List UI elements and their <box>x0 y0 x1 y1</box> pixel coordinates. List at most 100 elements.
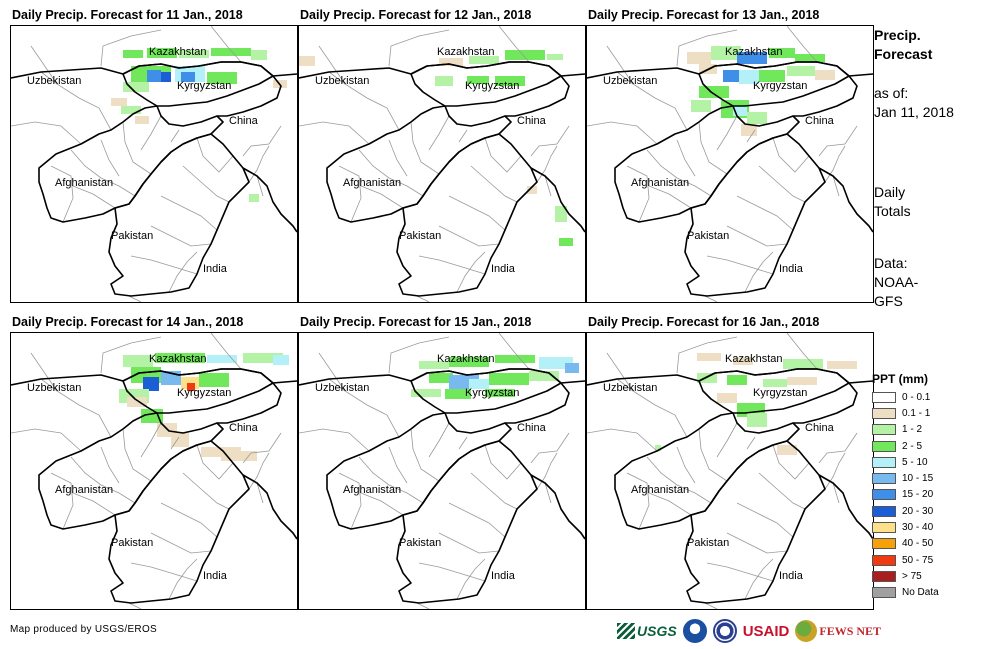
country-label-kazakhstan: Kazakhstan <box>725 46 782 58</box>
sidebar-data-line3: GFS <box>874 293 903 309</box>
admin-boundary-line <box>130 255 198 275</box>
admin-boundary-line <box>676 446 696 484</box>
panel-title: Daily Precip. Forecast for 12 Jan., 2018 <box>300 8 532 22</box>
admin-boundary-line <box>410 121 440 175</box>
precip-cell <box>711 46 741 60</box>
legend-swatch <box>872 424 896 436</box>
admin-boundary-line <box>606 45 688 131</box>
legend-row: No Data <box>872 585 939 601</box>
precip-layer <box>411 355 579 399</box>
admin-boundary-line <box>318 352 400 438</box>
precip-cell <box>485 389 515 397</box>
admin-boundary-line <box>758 165 806 203</box>
admin-boundary-line <box>256 175 264 197</box>
admin-boundary-line <box>299 428 370 452</box>
precip-cell <box>697 373 717 383</box>
admin-boundary-line <box>388 446 408 484</box>
precip-cell <box>111 98 127 106</box>
legend-label: 0.1 - 1 <box>902 407 931 419</box>
admin-boundary-line <box>70 149 136 197</box>
legend-label: 30 - 40 <box>902 522 934 534</box>
precip-cell <box>555 206 567 222</box>
admin-boundary-line <box>448 195 506 231</box>
admin-boundary-line <box>358 149 424 197</box>
country-label-kyrgyzstan: Kyrgyzstan <box>177 80 231 92</box>
admin-boundary-line <box>140 115 162 151</box>
precip-cell <box>559 238 573 246</box>
admin-boundary-line <box>248 452 270 490</box>
precip-cell <box>449 357 489 367</box>
legend-row: 30 - 40 <box>872 519 939 535</box>
country-label-afghanistan: Afghanistan <box>55 177 113 189</box>
legend-swatch <box>872 554 896 566</box>
precip-cell <box>211 48 251 56</box>
country-label-afghanistan: Afghanistan <box>343 177 401 189</box>
admin-boundary-line <box>438 225 500 247</box>
admin-boundary-line <box>498 333 530 370</box>
country-label-uzbekistan: Uzbekistan <box>603 75 657 87</box>
precip-layer <box>111 48 287 202</box>
sidebar-data-line1: Data: <box>874 255 908 271</box>
admin-boundary-line <box>616 71 634 85</box>
precip-cell <box>121 106 141 114</box>
precip-map: Kazakhstan Uzbekistan Kyrgyzstan China Afgha… <box>586 332 874 610</box>
legend-label: 2 - 5 <box>902 440 923 452</box>
legend-swatch <box>872 570 896 582</box>
country-label-afghanistan: Afghanistan <box>55 484 113 496</box>
precip-cell <box>127 397 147 407</box>
admin-boundary-line <box>358 456 424 504</box>
afghanistan-outline <box>326 105 512 223</box>
admin-boundary-line <box>716 115 738 151</box>
country-boundaries <box>11 61 297 297</box>
admin-boundary-line <box>448 502 506 538</box>
india-border <box>242 167 297 233</box>
panel-title: Daily Precip. Forecast for 11 Jan., 2018 <box>12 8 243 22</box>
admin-boundaries <box>11 26 282 302</box>
country-label-afghanistan: Afghanistan <box>343 484 401 496</box>
admin-boundary-line <box>140 422 162 458</box>
country-label-uzbekistan: Uzbekistan <box>315 382 369 394</box>
country-boundaries <box>587 368 873 604</box>
precip-cell <box>187 383 195 391</box>
precip-cell <box>161 72 171 82</box>
admin-boundary-line <box>698 428 728 482</box>
admin-boundary-line <box>242 125 282 157</box>
legend-row: 0.1 - 1 <box>872 405 939 421</box>
precip-cell <box>123 50 143 58</box>
admin-boundary-line <box>736 195 794 231</box>
precip-cell <box>469 379 489 389</box>
kazakhstan-border <box>587 368 873 386</box>
admin-boundary-line <box>160 502 218 538</box>
precip-cell <box>547 54 563 60</box>
precip-cell <box>171 433 189 447</box>
panel-title: Daily Precip. Forecast for 13 Jan., 2018 <box>588 8 820 22</box>
admin-boundary-line <box>772 444 810 480</box>
precip-layer <box>119 353 289 461</box>
admin-boundary-line <box>706 255 774 275</box>
admin-boundary-line <box>544 175 552 197</box>
map-svg: Kazakhstan Uzbekistan Kyrgyzstan China Afgha… <box>587 26 873 302</box>
admin-boundary-line <box>100 336 162 374</box>
precip-cell <box>435 76 453 86</box>
legend-label: 0 - 0.1 <box>902 391 931 403</box>
precip-cell <box>251 50 267 60</box>
precip-cell <box>787 377 817 385</box>
legend-label: 20 - 30 <box>902 505 934 517</box>
admin-boundary-line <box>456 558 486 600</box>
precip-cell <box>221 453 241 461</box>
admin-boundary-line <box>536 145 558 183</box>
admin-boundary-line <box>824 145 846 183</box>
precip-cell <box>123 355 153 367</box>
precip-cell <box>529 371 559 381</box>
legend-label: 40 - 50 <box>902 538 934 550</box>
admin-boundary-line <box>242 432 282 464</box>
kazakhstan-border <box>587 61 873 79</box>
admin-boundary-line <box>530 125 570 157</box>
country-label-kyrgyzstan: Kyrgyzstan <box>753 80 807 92</box>
precip-cell <box>469 56 499 64</box>
admin-boundary-line <box>746 129 756 143</box>
sidebar-totals-line1: Daily <box>874 184 906 200</box>
sidebar-heading: Precip. Forecast <box>874 26 932 64</box>
admin-boundary-line <box>726 532 788 554</box>
admin-boundary-line <box>484 137 522 173</box>
